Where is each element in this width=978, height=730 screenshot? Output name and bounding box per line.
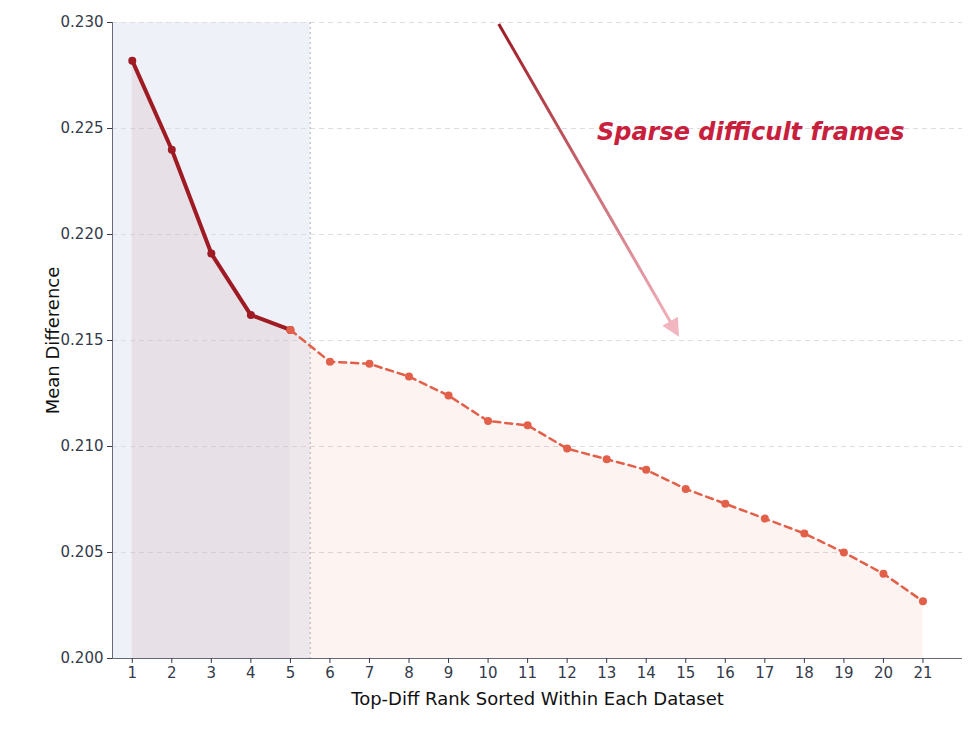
svg-text:Mean Difference: Mean Difference <box>42 267 63 415</box>
svg-text:0.220: 0.220 <box>61 225 104 243</box>
svg-text:17: 17 <box>755 664 774 682</box>
svg-text:12: 12 <box>558 664 577 682</box>
svg-text:19: 19 <box>834 664 853 682</box>
svg-text:3: 3 <box>207 664 217 682</box>
svg-text:4: 4 <box>246 664 256 682</box>
svg-text:18: 18 <box>795 664 814 682</box>
svg-text:0.215: 0.215 <box>61 331 104 349</box>
svg-text:Sparse difficult frames: Sparse difficult frames <box>597 118 905 146</box>
svg-text:0.210: 0.210 <box>61 437 104 455</box>
svg-text:1: 1 <box>127 664 137 682</box>
svg-text:13: 13 <box>597 664 616 682</box>
svg-text:0.225: 0.225 <box>61 119 104 137</box>
svg-text:0.200: 0.200 <box>61 649 104 667</box>
svg-text:8: 8 <box>404 664 414 682</box>
svg-text:Top-Diff Rank Sorted Within Ea: Top-Diff Rank Sorted Within Each Dataset <box>350 688 724 709</box>
svg-text:9: 9 <box>444 664 454 682</box>
svg-text:2: 2 <box>167 664 177 682</box>
svg-text:16: 16 <box>716 664 735 682</box>
svg-text:14: 14 <box>637 664 656 682</box>
svg-text:20: 20 <box>874 664 893 682</box>
svg-text:0.230: 0.230 <box>61 13 104 31</box>
svg-text:15: 15 <box>676 664 695 682</box>
svg-text:10: 10 <box>479 664 498 682</box>
svg-text:0.205: 0.205 <box>61 543 104 561</box>
svg-text:7: 7 <box>365 664 375 682</box>
svg-text:6: 6 <box>325 664 335 682</box>
svg-text:5: 5 <box>286 664 296 682</box>
svg-text:21: 21 <box>913 664 932 682</box>
svg-text:11: 11 <box>518 664 537 682</box>
